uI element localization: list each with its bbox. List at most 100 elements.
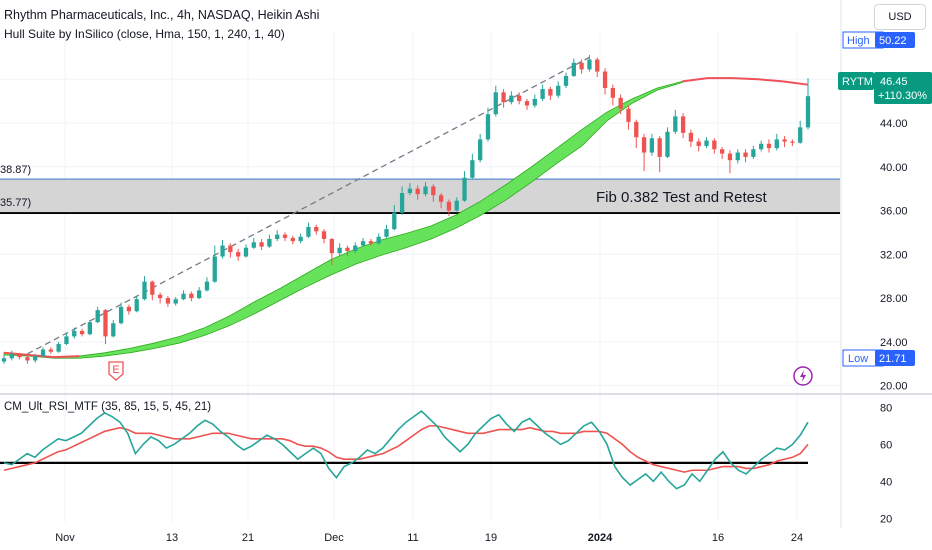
candle-body (649, 138, 655, 153)
candle-body (111, 323, 116, 337)
candle-body (48, 349, 53, 352)
candle-body (236, 252, 241, 257)
candle-body (571, 62, 576, 76)
rsi-signal-line (3, 425, 809, 473)
change-percent: +110.30% (878, 90, 927, 102)
high-label-box (843, 32, 883, 48)
low-value-box (875, 350, 915, 366)
candle-body (509, 95, 514, 103)
candle-body (517, 95, 522, 102)
candle-body (181, 293, 186, 300)
candle-body (228, 245, 233, 253)
time-tick-label: 24 (791, 532, 803, 544)
chart-title: Rhythm Pharmaceuticals, Inc., 4h, NASDAQ… (4, 8, 320, 22)
candle-body (431, 186, 436, 196)
symbol-tag-box (838, 72, 874, 90)
candle-body (610, 87, 616, 98)
time-tick-label: 16 (712, 532, 724, 544)
time-tick-label: 21 (242, 532, 254, 544)
candle-body (259, 242, 264, 247)
earnings-marker-label: E (112, 364, 119, 376)
candle-body (657, 138, 662, 157)
candle-body (673, 116, 678, 132)
candle-body (376, 236, 381, 244)
candle-body (56, 344, 61, 352)
high-value-box (875, 32, 915, 48)
candle-body (384, 229, 389, 237)
candle-body (563, 75, 569, 86)
candle-body (743, 152, 748, 157)
hull-suite-band (3, 77, 809, 359)
time-tick-label: 11 (407, 532, 418, 544)
low-label: Low (848, 353, 868, 365)
candle-body (196, 290, 202, 299)
candle-body (696, 141, 701, 146)
last-price: 46.45 (880, 76, 908, 88)
price-tick-label: 44.00 (880, 118, 908, 130)
candle-body (462, 177, 467, 201)
candle-body (548, 89, 553, 96)
candle-body (212, 256, 217, 282)
candle-body (150, 281, 155, 295)
candle-body (540, 89, 545, 99)
candle-body (532, 98, 537, 106)
candle-body (360, 241, 366, 246)
price-tick-label: 40.00 (880, 162, 908, 174)
candle-body (751, 149, 756, 157)
candle-body (438, 195, 444, 202)
candle-body (485, 114, 491, 140)
earnings-marker-badge (108, 361, 124, 381)
candle-body (118, 306, 124, 324)
candle-body (556, 85, 561, 96)
candle-body (345, 247, 350, 252)
candle-body (64, 336, 69, 345)
rsi-pane (0, 410, 809, 490)
high-value: 50.22 (879, 35, 907, 47)
candle-body (103, 310, 108, 337)
candle-body (142, 281, 147, 300)
candle-body (134, 299, 139, 312)
candle-body (805, 96, 811, 128)
candle-body (712, 140, 717, 150)
candle-body (470, 160, 475, 178)
candle-body (392, 212, 397, 230)
candle-body (423, 186, 428, 195)
candle-body (282, 234, 288, 238)
candles (1, 54, 811, 364)
candle-body (626, 108, 631, 122)
candle-body (290, 237, 295, 242)
candle-body (243, 247, 249, 257)
candle-body (298, 236, 303, 242)
candle-body (766, 143, 772, 149)
candle-body (79, 330, 85, 335)
candle-body (275, 234, 280, 239)
candle-body (641, 137, 647, 153)
symbol-tag: RYTM (842, 76, 873, 88)
candle-body (87, 322, 93, 335)
candle-body (306, 226, 311, 237)
candle-body (17, 353, 22, 358)
candle-body (665, 131, 670, 157)
candle-body (407, 188, 413, 194)
candle-body (321, 231, 327, 239)
candle-body (727, 153, 733, 161)
candle-body (337, 247, 342, 254)
candle-body (189, 293, 194, 299)
time-tick-label: Nov (55, 532, 75, 544)
candle-body (446, 201, 452, 211)
rsi-tick-label: 40 (880, 476, 892, 488)
candle-body (204, 281, 210, 291)
time-axis: Nov 13 21 Dec 11 19 2024 16 24 (55, 532, 803, 544)
candle-body (329, 238, 334, 254)
currency-button[interactable]: USD (874, 4, 926, 30)
candle-body (220, 245, 225, 257)
candle-body (774, 139, 779, 149)
candle-body (719, 149, 725, 154)
rsi-line (3, 410, 809, 490)
candle-body (798, 127, 803, 143)
candle-body (72, 330, 77, 337)
time-tick-label: 13 (166, 532, 178, 544)
last-price-box (874, 72, 932, 104)
